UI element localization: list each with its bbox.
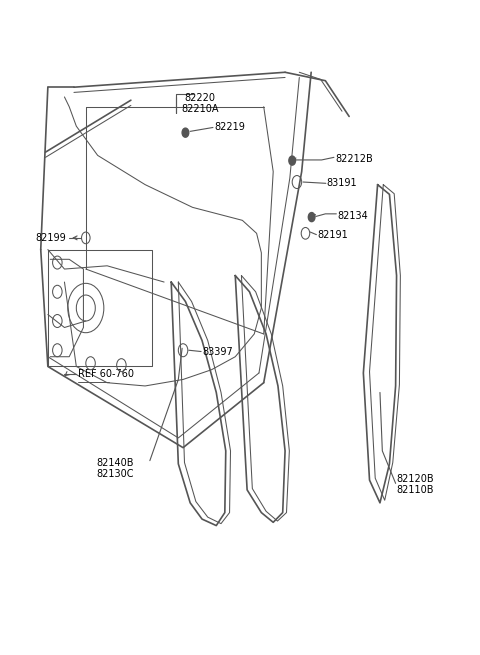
Text: 83191: 83191 [327,178,358,189]
Text: 82212B: 82212B [335,154,372,164]
Text: 82220
82210A: 82220 82210A [181,92,218,114]
Circle shape [308,213,315,221]
Text: 82191: 82191 [317,230,348,240]
Text: 82120B
82110B: 82120B 82110B [396,474,434,495]
Text: REF 60-760: REF 60-760 [78,369,134,379]
Text: 82199: 82199 [35,233,66,243]
Text: 82134: 82134 [337,211,368,221]
Circle shape [182,128,189,137]
Circle shape [289,156,296,165]
Text: 82140B
82130C: 82140B 82130C [96,458,134,479]
Text: 83397: 83397 [202,346,233,356]
Text: 82219: 82219 [214,122,245,132]
